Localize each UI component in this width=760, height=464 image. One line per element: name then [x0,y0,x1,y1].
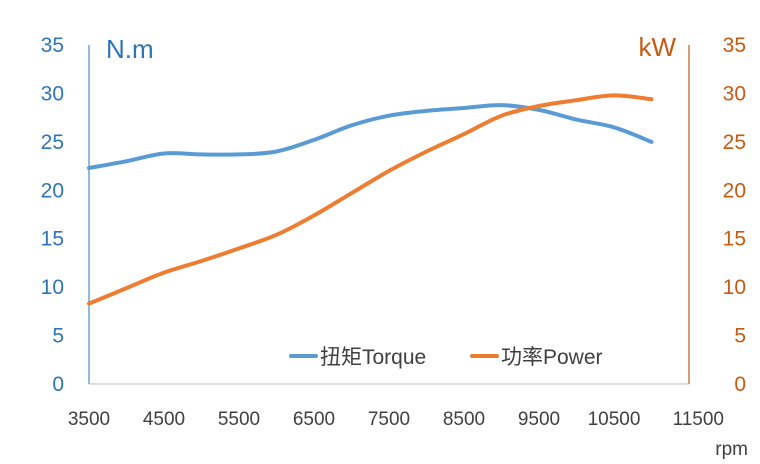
x-tick-label: 8500 [443,409,485,430]
left-y-tick-label: 5 [52,325,64,348]
right-y-tick-label: 30 [723,82,746,105]
right-y-tick-label: 5 [734,325,746,348]
x-tick-label: 5500 [218,409,260,430]
legend-label-torque: 扭矩Torque [320,346,426,369]
x-tick-label: 3500 [68,409,110,430]
right-axis-unit: kW [638,32,676,62]
right-y-tick-label: 0 [734,373,746,396]
left-y-tick-label: 25 [41,131,64,154]
right-y-tick-label: 35 [723,34,746,57]
x-tick-label: 11500 [673,409,724,430]
series-lines [87,93,654,306]
left-y-tick-label: 35 [41,34,64,57]
right-y-tick-labels: 0 5 10 15 20 25 30 35 [723,34,746,396]
left-y-tick-label: 10 [41,276,64,299]
plot-area [88,45,690,385]
left-y-tick-label: 30 [41,82,64,105]
x-tick-label: 7500 [368,409,410,430]
x-tick-label: 4500 [143,409,185,430]
left-y-tick-label: 20 [41,179,64,202]
x-tick-label: 9500 [518,409,560,430]
left-y-tick-labels: 0 5 10 15 20 25 30 35 [41,34,64,396]
power-series-line [87,93,654,306]
x-tick-label: 10500 [588,409,641,430]
torque-series-line [87,103,654,170]
right-y-tick-label: 15 [723,228,746,251]
left-y-tick-label: 0 [52,373,64,396]
x-axis-unit: rpm [715,439,748,460]
x-tick-label: 6500 [293,409,335,430]
legend: 扭矩Torque 功率Power [289,346,603,369]
right-y-tick-label: 20 [723,179,746,202]
left-axis-unit: N.m [106,34,154,64]
left-y-tick-label: 15 [41,228,64,251]
right-y-tick-label: 25 [723,131,746,154]
legend-label-power: 功率Power [501,346,603,369]
x-tick-labels: 3500 4500 5500 6500 7500 8500 9500 10500 11500 [68,409,724,430]
right-y-tick-label: 10 [723,276,746,299]
